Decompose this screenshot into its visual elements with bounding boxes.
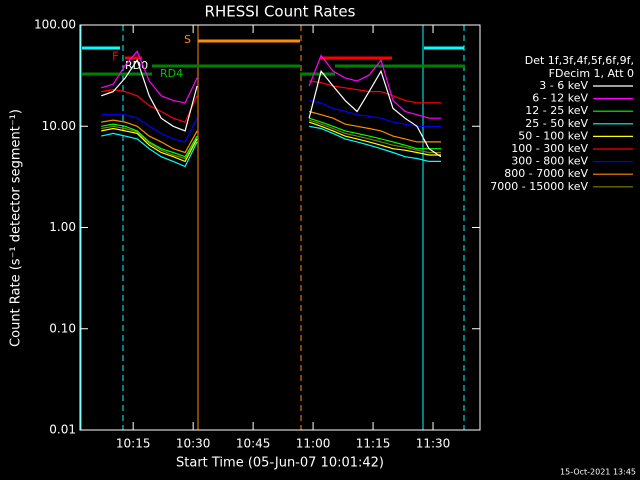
x-axis-label: Start Time (05-Jun-07 10:01:42) <box>176 456 384 471</box>
flag-label: S <box>184 33 191 46</box>
y-tick-label: 100.00 <box>34 18 76 32</box>
plot-frame <box>79 24 481 431</box>
legend-label: 100 - 300 keV <box>511 142 588 155</box>
series-line <box>101 58 442 158</box>
x-tick-label: 11:00 <box>296 437 331 451</box>
x-tick-label: 11:15 <box>356 437 391 451</box>
legend-label: 6 - 12 keV <box>532 92 588 105</box>
legend-label: 25 - 50 keV <box>525 117 588 130</box>
y-tick-label: 0.01 <box>49 423 76 437</box>
x-tick-label: 10:30 <box>176 437 211 451</box>
legend-label: 7000 - 15000 keV <box>490 180 588 193</box>
series-line <box>101 121 441 163</box>
legend-label: 3 - 6 keV <box>539 79 588 92</box>
y-tick-label: 10.00 <box>42 119 76 133</box>
legend-label: 300 - 800 keV <box>511 155 588 168</box>
y-tick-label: 1.00 <box>49 220 76 234</box>
legend-label: 12 - 25 keV <box>525 104 588 117</box>
series-line <box>101 117 441 158</box>
x-tick-label: 10:45 <box>236 437 271 451</box>
y-tick-label: 0.10 <box>49 321 76 335</box>
legend-label: 800 - 7000 keV <box>504 167 588 180</box>
flag-label: RD4 <box>160 67 183 80</box>
chart-title: RHESSI Count Rates <box>205 3 356 21</box>
legend-title: FDecim 1, Att 0 <box>549 67 634 80</box>
legend-label: 50 - 100 keV <box>518 129 588 142</box>
legend-title: Det 1f,3f,4f,5f,6f,9f, <box>525 54 634 67</box>
series-line <box>101 125 441 168</box>
footer: 15-Oct-2021 13:45 <box>560 468 636 477</box>
flags: F RD0 RD4 S <box>80 25 465 430</box>
flag-label: F <box>112 50 119 64</box>
series-line <box>101 80 441 123</box>
y-axis-label: Count Rate (s⁻¹ detector segment⁻¹) <box>9 109 24 347</box>
x-tick-label: 10:15 <box>116 437 151 451</box>
series-line <box>101 50 441 119</box>
series-line <box>101 119 441 160</box>
x-tick-label: 11:30 <box>416 437 451 451</box>
series-line <box>101 99 441 143</box>
series-line <box>101 110 441 154</box>
